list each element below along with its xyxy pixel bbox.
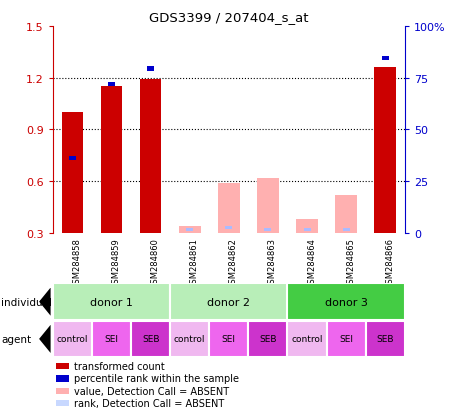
Text: control: control bbox=[174, 335, 205, 344]
Bar bbox=[296, 220, 317, 233]
Bar bbox=[170, 321, 209, 357]
Bar bbox=[381, 57, 388, 61]
Text: SEB: SEB bbox=[375, 335, 393, 344]
Text: GSM284865: GSM284865 bbox=[345, 237, 354, 288]
Text: transformed count: transformed count bbox=[74, 361, 164, 371]
Text: donor 2: donor 2 bbox=[207, 297, 250, 307]
Bar bbox=[365, 321, 404, 357]
Bar bbox=[56, 400, 68, 406]
Bar bbox=[326, 321, 365, 357]
Text: percentile rank within the sample: percentile rank within the sample bbox=[74, 373, 239, 384]
Bar bbox=[287, 321, 326, 357]
Bar bbox=[140, 80, 161, 233]
Bar bbox=[56, 375, 68, 382]
Title: GDS3399 / 207404_s_at: GDS3399 / 207404_s_at bbox=[149, 11, 308, 24]
Polygon shape bbox=[39, 325, 50, 353]
Text: SEI: SEI bbox=[338, 335, 353, 344]
Text: value, Detection Call = ABSENT: value, Detection Call = ABSENT bbox=[74, 386, 229, 396]
Bar bbox=[218, 183, 239, 233]
Text: SEI: SEI bbox=[104, 335, 118, 344]
Bar bbox=[56, 363, 68, 369]
Bar bbox=[108, 83, 115, 87]
Text: individual: individual bbox=[1, 297, 52, 307]
Text: GSM284862: GSM284862 bbox=[229, 237, 237, 288]
Bar bbox=[303, 228, 310, 232]
Bar bbox=[62, 113, 83, 233]
Text: SEB: SEB bbox=[258, 335, 276, 344]
Text: agent: agent bbox=[1, 334, 31, 344]
Text: GSM284859: GSM284859 bbox=[112, 237, 120, 288]
Bar bbox=[53, 284, 170, 320]
Text: GSM284863: GSM284863 bbox=[267, 237, 276, 288]
Text: control: control bbox=[291, 335, 322, 344]
Bar bbox=[101, 87, 122, 233]
Bar bbox=[209, 321, 248, 357]
Text: GSM284860: GSM284860 bbox=[151, 237, 159, 288]
Bar bbox=[335, 195, 356, 233]
Bar bbox=[170, 284, 287, 320]
Bar bbox=[342, 228, 349, 232]
Text: donor 3: donor 3 bbox=[324, 297, 367, 307]
Bar bbox=[287, 284, 404, 320]
Text: GSM284861: GSM284861 bbox=[190, 237, 198, 288]
Bar bbox=[186, 228, 193, 232]
Text: GSM284864: GSM284864 bbox=[307, 237, 315, 288]
Bar bbox=[257, 178, 278, 233]
Bar bbox=[225, 226, 232, 230]
Bar bbox=[179, 226, 200, 233]
Bar bbox=[248, 321, 287, 357]
Bar bbox=[92, 321, 131, 357]
Text: SEB: SEB bbox=[141, 335, 159, 344]
Bar bbox=[69, 157, 76, 161]
Text: GSM284866: GSM284866 bbox=[385, 237, 393, 288]
Text: donor 1: donor 1 bbox=[90, 297, 133, 307]
Polygon shape bbox=[39, 288, 50, 316]
Bar bbox=[264, 228, 271, 232]
Text: GSM284858: GSM284858 bbox=[73, 237, 81, 288]
Text: rank, Detection Call = ABSENT: rank, Detection Call = ABSENT bbox=[74, 398, 224, 408]
Bar bbox=[131, 321, 170, 357]
Bar bbox=[374, 68, 395, 233]
Bar bbox=[53, 321, 92, 357]
Bar bbox=[147, 67, 154, 71]
Bar bbox=[56, 388, 68, 394]
Text: control: control bbox=[56, 335, 88, 344]
Text: SEI: SEI bbox=[221, 335, 235, 344]
